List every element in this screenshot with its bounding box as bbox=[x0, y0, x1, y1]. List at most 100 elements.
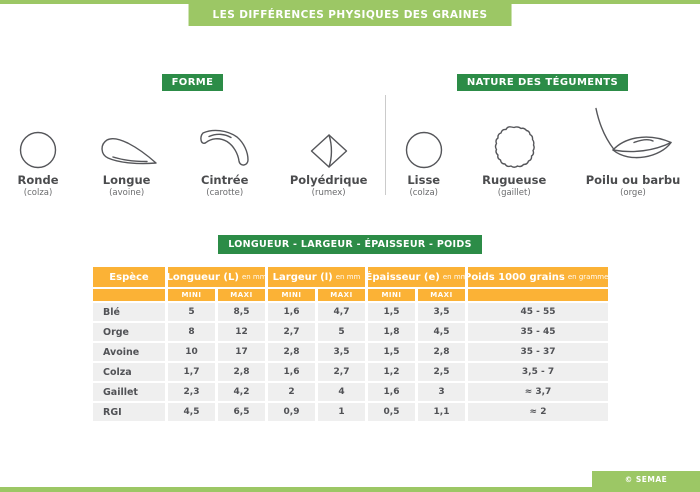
value-cell: 4,2 bbox=[218, 383, 265, 401]
value-cell: 5 bbox=[168, 303, 215, 321]
col-header-label: Épaisseur (e) bbox=[365, 271, 440, 283]
subheader-maxi: MAXI bbox=[218, 289, 265, 301]
list-item: Longue (avoine) bbox=[94, 105, 160, 198]
long-seed-icon bbox=[94, 105, 160, 169]
subheader-mini: MINI bbox=[368, 289, 415, 301]
value-cell: 4,7 bbox=[318, 303, 365, 321]
subheader-maxi: MAXI bbox=[318, 289, 365, 301]
value-cell: 1 bbox=[318, 403, 365, 421]
header-spacer bbox=[468, 289, 608, 301]
list-item: Lisse (colza) bbox=[405, 105, 443, 198]
item-example: (rumex) bbox=[311, 188, 346, 198]
item-example: (avoine) bbox=[109, 188, 145, 198]
value-cell: 2,5 bbox=[418, 363, 465, 381]
species-cell: Gaillet bbox=[93, 383, 165, 401]
value-cell: 0,9 bbox=[268, 403, 315, 421]
value-cell: 2,3 bbox=[168, 383, 215, 401]
value-cell: 1,6 bbox=[268, 303, 315, 321]
value-cell: 2,7 bbox=[318, 363, 365, 381]
col-header-label: Longueur (L) bbox=[166, 271, 239, 283]
header-spacer bbox=[93, 289, 165, 301]
section-divider bbox=[385, 95, 386, 195]
value-cell: 2,8 bbox=[268, 343, 315, 361]
item-name: Polyédrique bbox=[289, 173, 368, 187]
value-cell: 1,2 bbox=[368, 363, 415, 381]
bottom-strip bbox=[0, 487, 700, 492]
value-cell: 1,1 bbox=[418, 403, 465, 421]
item-example: (colza) bbox=[23, 188, 53, 198]
col-header-label: Largeur (l) bbox=[272, 271, 333, 283]
teguments-icons-row: Lisse (colza) Rugueuse (gaillet) bbox=[385, 105, 700, 198]
item-example: (gaillet) bbox=[497, 188, 531, 198]
section-forme: FORME Ronde (colza) L bbox=[0, 68, 385, 203]
value-cell: 1,6 bbox=[368, 383, 415, 401]
value-cell: 4,5 bbox=[168, 403, 215, 421]
col-header-largeur: Largeur (l) en mm bbox=[268, 267, 365, 287]
page-title: LES DIFFÉRENCES PHYSIQUES DES GRAINES bbox=[188, 4, 512, 26]
value-cell: 5 bbox=[318, 323, 365, 341]
item-example: (orge) bbox=[620, 188, 646, 198]
item-name: Lisse bbox=[407, 173, 441, 187]
item-example: (colza) bbox=[409, 188, 438, 198]
col-header-longueur: Longueur (L) en mm bbox=[166, 267, 267, 287]
col-header-espece: Espèce bbox=[93, 267, 165, 287]
col-header-unit: en mm bbox=[241, 273, 267, 281]
species-cell: Orge bbox=[93, 323, 165, 341]
species-cell: Colza bbox=[93, 363, 165, 381]
value-cell: 1,7 bbox=[168, 363, 215, 381]
col-header-unit: en mm bbox=[335, 273, 361, 281]
table-title-wrap: LONGUEUR - LARGEUR - ÉPAISSEUR - POIDS bbox=[0, 235, 700, 254]
poids-cell: 35 - 37 bbox=[468, 343, 608, 361]
item-example: (carotte) bbox=[206, 188, 244, 198]
value-cell: 2,8 bbox=[218, 363, 265, 381]
value-cell: 12 bbox=[218, 323, 265, 341]
value-cell: 8 bbox=[168, 323, 215, 341]
value-cell: 8,5 bbox=[218, 303, 265, 321]
grain-dimensions-table: Espèce Longueur (L) en mm Largeur (l) en… bbox=[93, 267, 612, 421]
forme-badge: FORME bbox=[161, 74, 224, 91]
value-cell: 1,5 bbox=[368, 343, 415, 361]
value-cell: 1,8 bbox=[368, 323, 415, 341]
item-name: Cintrée bbox=[201, 173, 249, 187]
value-cell: 4 bbox=[318, 383, 365, 401]
list-item: Ronde (colza) bbox=[18, 105, 59, 198]
col-header-label: Poids 1000 grains bbox=[463, 271, 565, 283]
copyright-badge: © SEMAE bbox=[592, 471, 700, 487]
item-name: Rugueuse bbox=[482, 173, 547, 187]
value-cell: 2,8 bbox=[418, 343, 465, 361]
poids-cell: ≈ 2 bbox=[468, 403, 608, 421]
value-cell: 0,5 bbox=[368, 403, 415, 421]
item-name: Longue bbox=[102, 173, 151, 187]
species-cell: Avoine bbox=[93, 343, 165, 361]
poids-cell: ≈ 3,7 bbox=[468, 383, 608, 401]
polyhedral-seed-icon bbox=[309, 105, 349, 169]
species-cell: RGI bbox=[93, 403, 165, 421]
species-cell: Blé bbox=[93, 303, 165, 321]
value-cell: 1,6 bbox=[268, 363, 315, 381]
col-header-unit: en mm bbox=[442, 273, 468, 281]
poids-cell: 45 - 55 bbox=[468, 303, 608, 321]
rough-seed-icon bbox=[491, 105, 537, 169]
value-cell: 17 bbox=[218, 343, 265, 361]
item-name: Ronde bbox=[17, 173, 59, 187]
poids-cell: 35 - 45 bbox=[468, 323, 608, 341]
smooth-seed-icon bbox=[405, 105, 443, 169]
list-item: Poilu ou barbu (orge) bbox=[585, 105, 681, 198]
value-cell: 10 bbox=[168, 343, 215, 361]
top-strip bbox=[0, 0, 700, 4]
col-header-unit: en grammes bbox=[567, 273, 613, 281]
value-cell: 4,5 bbox=[418, 323, 465, 341]
value-cell: 1,5 bbox=[368, 303, 415, 321]
value-cell: 3,5 bbox=[418, 303, 465, 321]
poids-cell: 3,5 - 7 bbox=[468, 363, 608, 381]
list-item: Polyédrique (rumex) bbox=[289, 105, 368, 198]
icon-sections: FORME Ronde (colza) L bbox=[0, 68, 700, 203]
curved-seed-icon bbox=[195, 105, 255, 169]
col-header-epaisseur: Épaisseur (e) en mm bbox=[365, 267, 468, 287]
list-item: Rugueuse (gaillet) bbox=[482, 105, 546, 198]
teguments-badge: NATURE DES TÉGUMENTS bbox=[456, 74, 629, 91]
value-cell: 2,7 bbox=[268, 323, 315, 341]
item-name: Poilu ou barbu bbox=[585, 173, 681, 187]
table-title: LONGUEUR - LARGEUR - ÉPAISSEUR - POIDS bbox=[218, 235, 482, 254]
